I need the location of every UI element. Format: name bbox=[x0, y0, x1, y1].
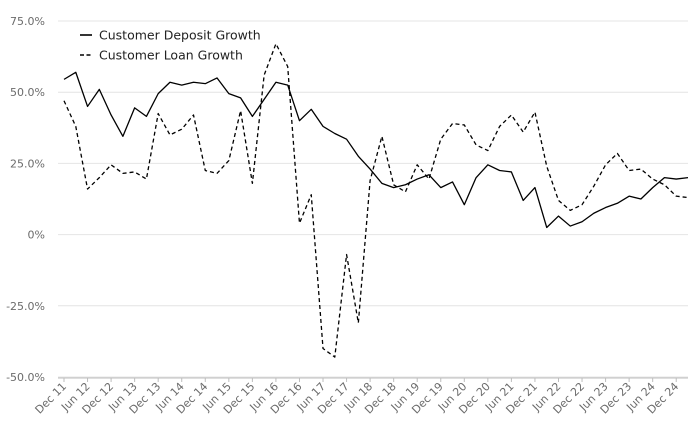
y-tick-label: 0% bbox=[28, 229, 45, 242]
series-lines bbox=[63, 43, 689, 358]
y-tick-label: 50.0% bbox=[10, 86, 45, 99]
y-tick-label: -50.0% bbox=[6, 371, 45, 384]
legend: Customer Deposit Growth Customer Loan Gr… bbox=[80, 28, 261, 63]
x-tick-label: Dec 11 bbox=[33, 380, 70, 417]
legend-item-deposit: Customer Deposit Growth bbox=[80, 28, 261, 43]
y-tick-label: -25.0% bbox=[6, 300, 45, 313]
series-line-loan-growth bbox=[63, 43, 689, 358]
legend-label-loan: Customer Loan Growth bbox=[99, 48, 243, 63]
y-tick-label: 25.0% bbox=[10, 157, 45, 170]
gridlines bbox=[58, 20, 688, 378]
y-tick-label: 75.0% bbox=[10, 15, 45, 28]
y-axis: 75.0% 50.0% 25.0% 0% -25.0% -50.0% bbox=[6, 15, 45, 384]
legend-item-loan: Customer Loan Growth bbox=[80, 48, 243, 63]
legend-label-deposit: Customer Deposit Growth bbox=[99, 28, 261, 43]
series-line-deposit-growth bbox=[63, 71, 689, 229]
